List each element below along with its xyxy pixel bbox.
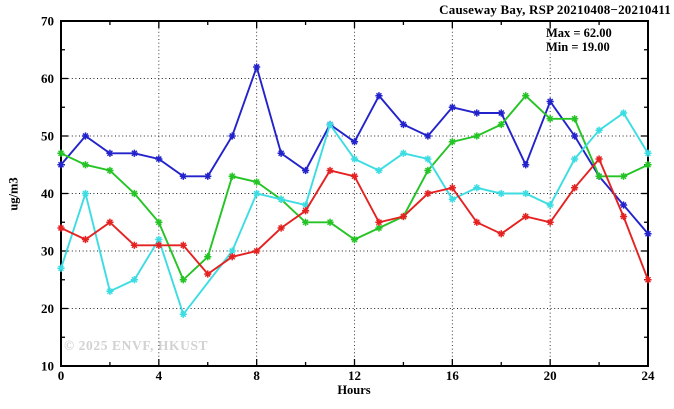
green-series bbox=[57, 92, 652, 284]
x-tick-label: 16 bbox=[446, 368, 460, 383]
green-series-markers bbox=[57, 92, 652, 284]
watermark: © 2025 ENVF, HKUST bbox=[64, 338, 209, 353]
y-tick-label: 50 bbox=[41, 129, 54, 144]
x-tick-label: 20 bbox=[544, 368, 557, 383]
x-tick-label: 24 bbox=[642, 368, 656, 383]
axis-ticks bbox=[60, 20, 649, 367]
x-tick-label: 8 bbox=[253, 368, 260, 383]
y-tick-label: 40 bbox=[41, 186, 54, 201]
y-tick-label: 60 bbox=[41, 71, 54, 86]
y-tick-label: 30 bbox=[41, 244, 54, 259]
min-label: Min = 19.00 bbox=[546, 40, 610, 54]
gridlines bbox=[61, 21, 648, 366]
max-label: Max = 62.00 bbox=[546, 26, 612, 40]
tick-labels: 0 4 8 12 16 20 24 10 20 30 40 50 60 70 bbox=[41, 14, 655, 384]
plot-border bbox=[60, 20, 649, 367]
x-tick-label: 12 bbox=[348, 368, 361, 383]
x-tick-label: 4 bbox=[156, 368, 163, 383]
x-axis-label: Hours bbox=[337, 383, 371, 397]
y-tick-label: 20 bbox=[41, 301, 54, 316]
chart-title: Causeway Bay, RSP 20210408−20210411 bbox=[439, 2, 671, 17]
y-tick-label: 10 bbox=[41, 359, 54, 374]
cyan-series-markers bbox=[57, 109, 652, 318]
x-tick-label: 0 bbox=[58, 368, 65, 383]
y-tick-label: 70 bbox=[41, 14, 54, 29]
red-series-markers bbox=[57, 155, 652, 284]
max-min-annotation: Max = 62.00 Min = 19.00 bbox=[546, 26, 612, 54]
red-series bbox=[57, 155, 652, 284]
